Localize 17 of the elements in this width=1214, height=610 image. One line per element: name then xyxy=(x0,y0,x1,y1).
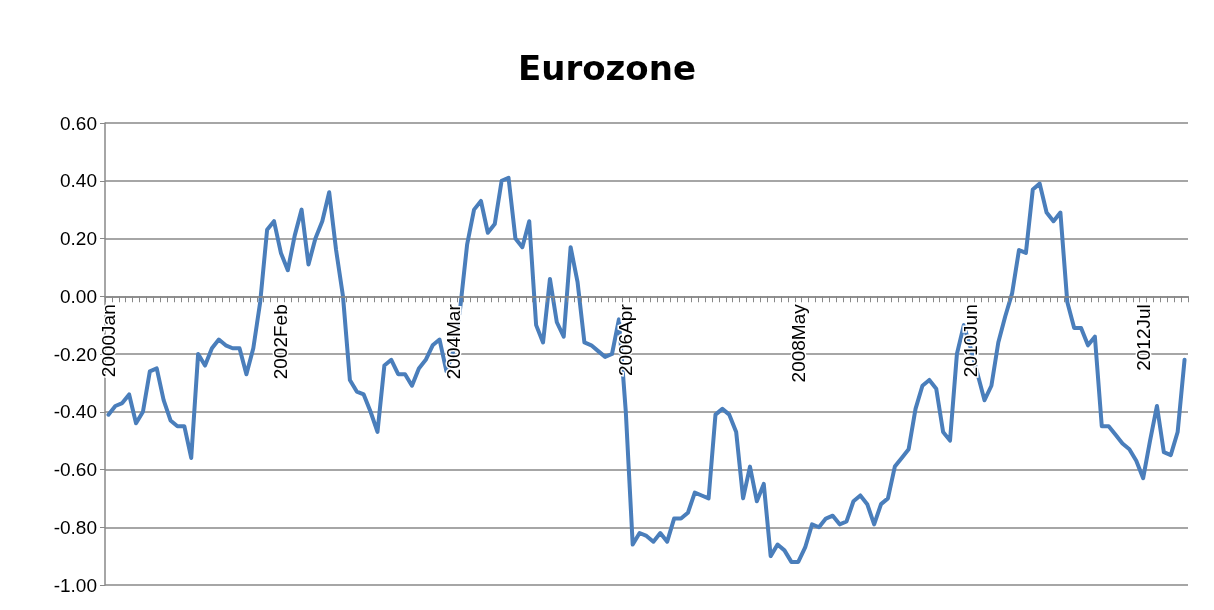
y-tick-label: 0.60 xyxy=(60,112,97,134)
y-tick-label: 0.00 xyxy=(60,285,97,307)
x-tick-label: 2002Feb xyxy=(270,304,292,380)
chart-title: Eurozone xyxy=(518,48,696,88)
x-tick-label: 2010Jun xyxy=(960,304,982,378)
y-tick-label: 0.20 xyxy=(60,228,97,249)
y-tick-label: 0.40 xyxy=(60,170,97,192)
y-tick-label: -0.80 xyxy=(53,516,97,538)
x-tick-label: 2008May xyxy=(787,303,809,383)
x-tick-label: 2006Apr xyxy=(615,303,637,377)
x-tick-label: 2012Jul xyxy=(1132,304,1154,371)
x-tick-label: 2000Jan xyxy=(97,304,119,378)
y-tick-label: -1.00 xyxy=(53,574,97,596)
y-tick-label: -0.40 xyxy=(53,401,97,423)
x-tick-label: 2004Mar xyxy=(442,303,464,380)
y-tick-label: -0.20 xyxy=(53,343,97,365)
y-tick-label: -0.60 xyxy=(53,459,97,480)
